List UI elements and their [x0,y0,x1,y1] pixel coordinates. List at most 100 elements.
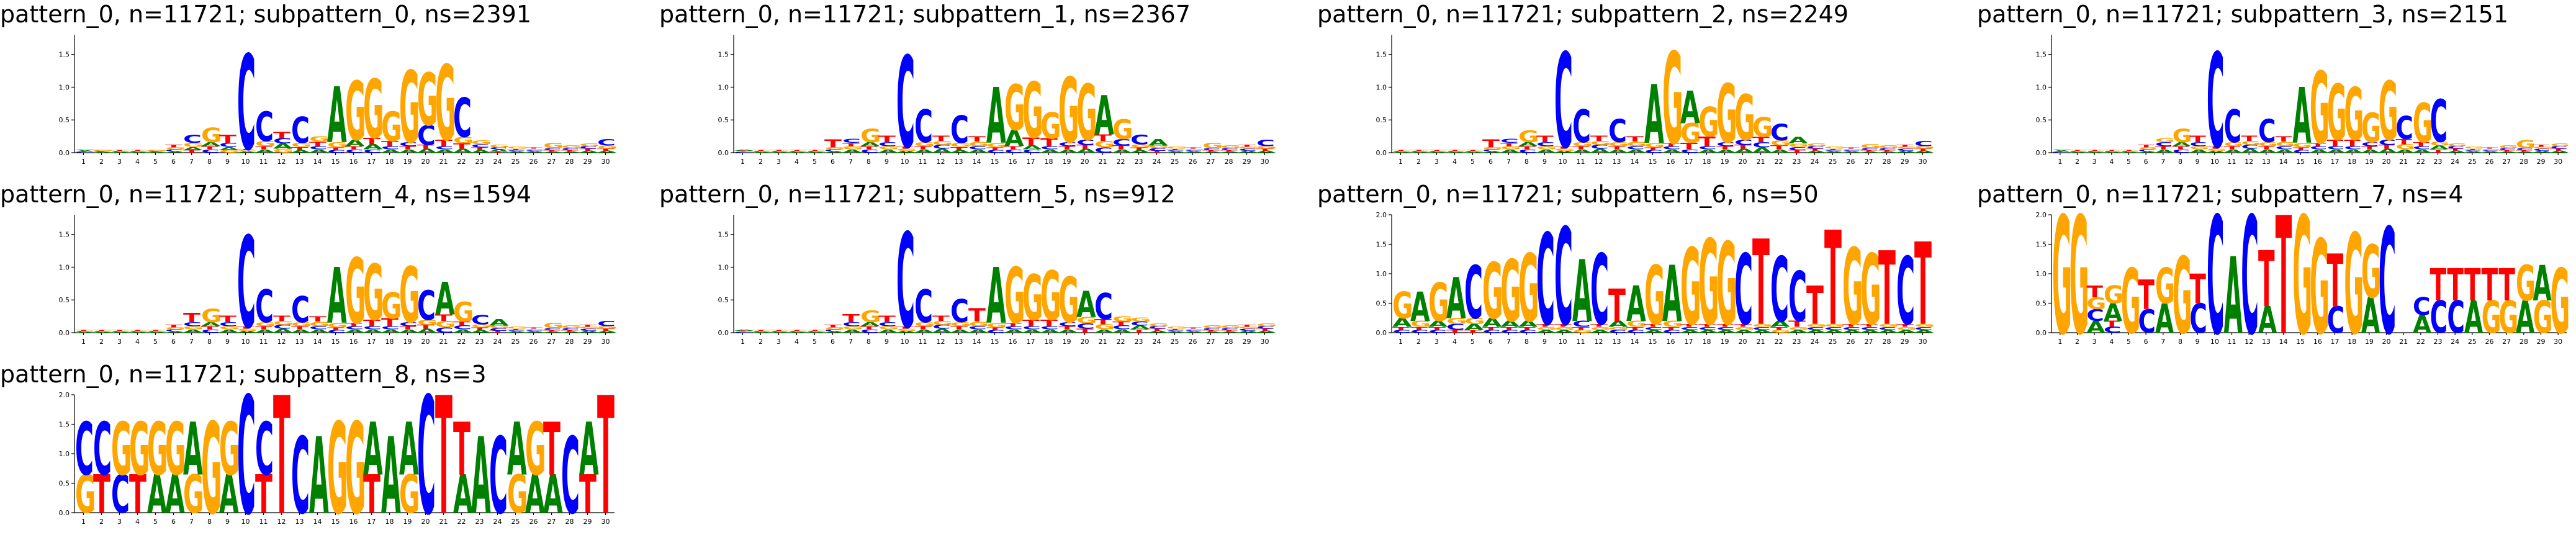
x-tick-label: 2 [1416,158,1421,166]
logo-letter-g: G [327,397,348,540]
logo-letter-a: A [111,152,132,153]
logo-letter-g: G [381,286,402,327]
logo-letter-c: C [932,324,951,330]
x-tick-label: 6 [171,518,176,526]
x-tick-label: 30 [2554,158,2562,166]
logo-letter-t: T [1716,145,1734,150]
x-tick-label: 11 [2228,158,2236,166]
logo-letter-t: T [435,313,453,323]
logo-letter-g: G [1788,326,1809,331]
logo-letter-c: C [129,151,148,153]
x-tick-label: 15 [2296,338,2305,346]
logo-letter-a: A [1040,328,1060,333]
logo-letter-c: C [2464,150,2482,151]
logo-letter-c: C [2104,151,2122,153]
logo-letter-c: C [824,329,843,332]
logo-letter-a: A [1464,152,1485,153]
x-tick-label: 13 [295,338,304,346]
logo-letter-t: T [273,130,290,140]
logo-letter-g: G [507,464,528,525]
y-tick-label: 0.0 [59,509,70,517]
logo-letter-g: G [237,328,258,331]
logo-letter-t: T [1148,328,1166,331]
x-tick-label: 18 [1703,158,1711,166]
logo-letter-a: A [309,148,329,153]
logo-letter-g: G [399,52,420,166]
logo-letter-c: C [525,150,544,151]
logo-letter-a: A [2361,288,2380,344]
y-tick-label: 0.0 [1376,149,1387,157]
logo-letter-g: G [2533,146,2553,150]
logo-letter-c: C [1392,329,1411,334]
logo-letter-c: C [2516,148,2534,151]
logo-letter-c: C [1166,330,1185,331]
logo-letter-a: A [2533,256,2552,312]
x-tick-label: 8 [207,338,212,346]
x-tick-label: 13 [295,518,304,526]
x-tick-label: 12 [277,158,286,166]
logo-letter-a: A [1842,329,1862,334]
logo-letter-a: A [770,332,791,333]
logo-letter-c: C [1040,145,1059,150]
logo-letter-c: C [1166,150,1185,151]
x-tick-label: 28 [565,158,574,166]
logo-letter-c: C [788,331,807,333]
x-tick-label: 3 [117,518,122,526]
x-tick-label: 11 [2228,338,2236,346]
logo-letter-c: C [734,152,753,153]
x-tick-label: 7 [189,518,194,526]
x-tick-label: 27 [1207,338,1215,346]
logo-letter-c: C [878,322,897,328]
logo-letter-t: T [2104,319,2120,328]
x-tick-label: 17 [1685,338,1693,346]
logo-letter-g: G [1166,326,1187,330]
logo-letter-c: C [471,143,490,148]
logo-letter-a: A [2224,235,2243,358]
logo-letter-c: C [1256,138,1275,148]
logo-letter-t: T [1022,136,1040,148]
logo-letter-c: C [950,109,969,152]
logo-letter-t: T [1040,318,1058,328]
logo-letter-c: C [1238,328,1257,331]
x-tick-label: 8 [867,158,871,166]
x-tick-label: 9 [2195,158,2200,166]
logo-letter-a: A [2498,151,2518,153]
logo-letter-a: A [1824,329,1844,334]
logo-letter-a: A [2258,148,2277,154]
logo-letter-g: G [1500,242,1521,341]
logo-letter-c: C [471,312,490,327]
logo-letter-a: A [219,328,239,333]
logo-letter-a: A [968,328,988,333]
logo-letter-g: G [950,322,971,328]
logo-letter-g: G [1860,143,1881,150]
y-tick-label: 1.5 [2036,241,2047,249]
logo-letter-a: A [842,328,862,333]
panel-title: pattern_0, n=11721; subpattern_0, ns=239… [0,1,532,28]
logo-letter-t: T [1184,327,1202,329]
logo-letter-t: T [291,325,308,330]
x-tick-label: 11 [259,518,268,526]
logo-letter-c: C [111,464,130,525]
logo-letter-c: C [2121,151,2139,153]
logo-letter-t: T [2207,146,2223,150]
x-tick-label: 22 [2416,338,2425,346]
logo-letter-c: C [1698,145,1717,150]
logo-letter-t: T [2430,148,2447,154]
logo-letter-t: T [860,145,878,150]
logo-letter-c: C [489,327,508,331]
logo-letter-a: A [1806,150,1826,153]
x-tick-label: 28 [2520,338,2528,346]
logo-letter-a: A [183,407,203,492]
logo-letter-a: A [734,149,754,151]
logo-letter-g: G [1004,252,1025,341]
logo-letter-t: T [1914,219,1932,351]
x-tick-label: 17 [367,518,376,526]
logo-letter-c: C [1914,326,1933,331]
logo-letter-g: G [2327,70,2347,158]
y-tick-label: 0.5 [1376,300,1387,308]
logo-letter-c: C [165,149,184,152]
logo-letter-t: T [1094,133,1112,143]
logo-letter-g: G [507,146,528,150]
logo-letter-c: C [914,280,933,333]
sequence-logo-chart: 0.00.51.01.51 2 3 4 5 6 7 8 9 10 11 12 13 14 15 16 17 18 1… [59,210,618,357]
